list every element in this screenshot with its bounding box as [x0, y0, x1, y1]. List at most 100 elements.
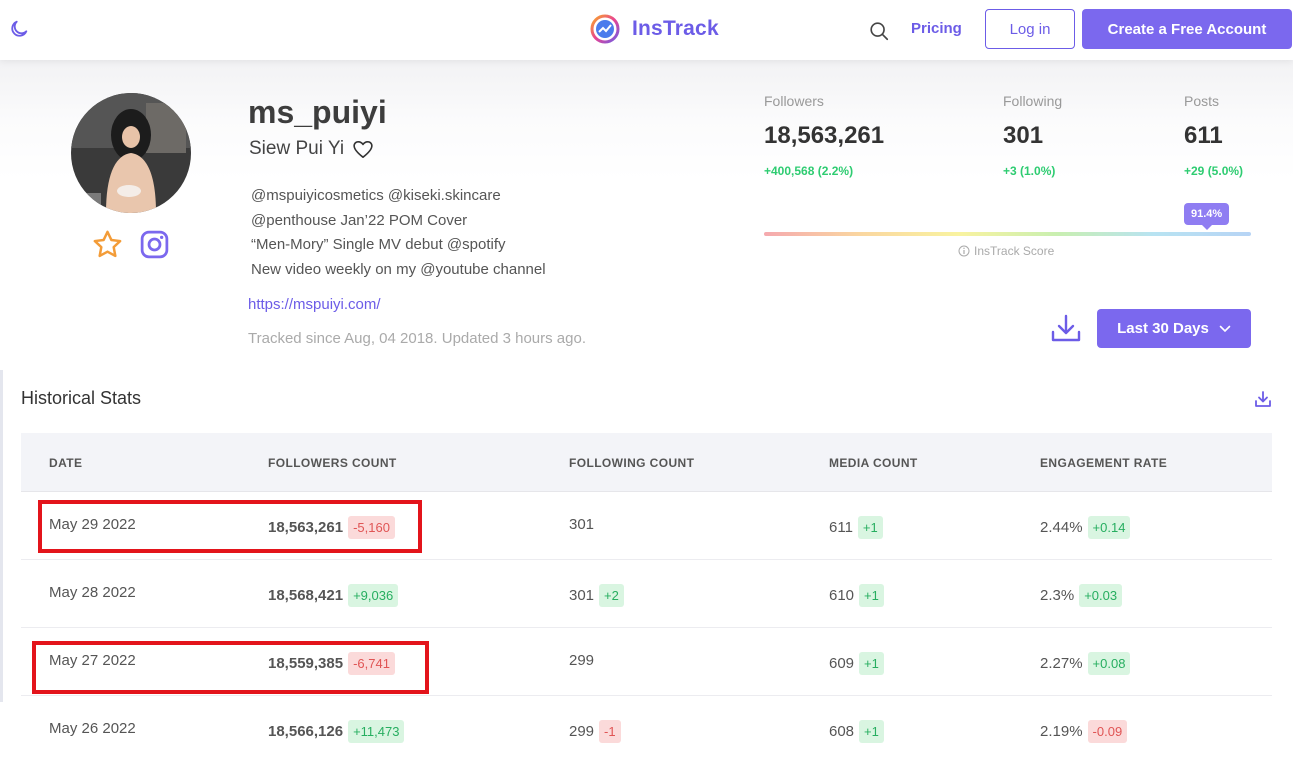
info-icon[interactable] — [958, 245, 970, 257]
table-row: May 26 2022 18,566,126 +11,473 299 -1 60… — [21, 696, 1272, 758]
heart-icon[interactable] — [352, 139, 374, 159]
media-cell: 608 +1 — [829, 720, 884, 743]
engagement-value: 2.3% — [1040, 587, 1075, 604]
media-delta-badge: +1 — [859, 652, 884, 675]
profile-username: ms_puiyi — [248, 94, 387, 130]
followers-value: 18,566,126 — [268, 723, 344, 740]
followers-stat: Followers 18,563,261 +400,568 (2.2%) — [764, 93, 884, 178]
engagement-delta-badge: -0.09 — [1087, 720, 1128, 743]
media-value: 611 — [829, 519, 853, 536]
media-delta-badge: +1 — [857, 516, 883, 539]
following-cell: 301 +2 — [569, 584, 624, 607]
highlight-box — [32, 641, 429, 694]
avatar — [71, 93, 191, 213]
date-cell: May 27 2022 — [49, 652, 136, 669]
profile-section: ms_puiyi Siew Pui Yi @mspuiyicosmetics @… — [0, 60, 1293, 370]
instrack-score-bar — [764, 232, 1251, 236]
media-delta-badge: +1 — [859, 584, 884, 607]
following-cell: 299 — [569, 652, 594, 669]
date-range-dropdown[interactable]: Last 30 Days — [1097, 309, 1251, 348]
column-header-followers[interactable]: FOLLOWERS COUNT — [268, 456, 397, 470]
profile-bio: @mspuiyicosmetics @kiseki.skincare @pent… — [251, 184, 546, 282]
posts-label: Posts — [1184, 93, 1220, 109]
column-header-following[interactable]: FOLLOWING COUNT — [569, 456, 695, 470]
top-navigation-bar: InsTrack Pricing Log in Create a Free Ac… — [0, 0, 1293, 60]
media-cell: 611 +1 — [829, 516, 883, 539]
followers-value: 18,559,385 — [268, 655, 344, 672]
table-row: May 27 2022 18,559,385 -6,741 299 609 +1… — [21, 628, 1272, 696]
following-value: 299 — [569, 723, 595, 740]
following-value: 301 — [1003, 122, 1044, 149]
instrack-logo-icon — [590, 14, 620, 44]
followers-delta-badge: +11,473 — [348, 720, 405, 743]
engagement-cell: 2.3% +0.03 — [1040, 584, 1123, 607]
following-label: Following — [1003, 93, 1063, 109]
date-cell: May 26 2022 — [49, 720, 136, 737]
following-cell: 299 -1 — [569, 720, 621, 743]
historical-stats-table: DATE FOLLOWERS COUNT FOLLOWING COUNT MED… — [21, 433, 1272, 758]
historical-stats-section: Historical Stats DATE FOLLOWERS COUNT FO… — [0, 370, 1293, 758]
engagement-cell: 2.44% +0.14 — [1040, 516, 1131, 539]
following-stat: Following 301 +3 (1.0%) — [1003, 93, 1062, 178]
following-value: 301 — [569, 516, 595, 533]
engagement-value: 2.44% — [1040, 519, 1083, 536]
following-delta-badge: -1 — [599, 720, 621, 743]
tracked-since-text: Tracked since Aug, 04 2018. Updated 3 ho… — [248, 330, 587, 347]
media-value: 608 — [829, 723, 855, 740]
media-value: 610 — [829, 587, 855, 604]
search-icon[interactable] — [868, 20, 890, 42]
followers-value: 18,563,261 — [764, 122, 885, 149]
score-badge: 91.4% — [1184, 203, 1230, 230]
following-value: 301 — [569, 587, 595, 604]
following-cell: 301 — [569, 516, 594, 533]
engagement-delta-badge: +0.14 — [1087, 516, 1131, 539]
followers-value: 18,568,421 — [268, 587, 344, 604]
media-cell: 610 +1 — [829, 584, 884, 607]
engagement-cell: 2.27% +0.08 — [1040, 652, 1131, 675]
followers-cell: 18,563,261 -5,160 — [268, 516, 395, 539]
column-header-engagement[interactable]: ENGAGEMENT RATE — [1040, 456, 1168, 470]
full-name-text: Siew Pui Yi — [249, 138, 345, 159]
posts-stat: Posts 611 +29 (5.0%) — [1184, 93, 1243, 178]
following-delta-badge: +2 — [599, 584, 624, 607]
followers-cell: 18,559,385 -6,741 — [268, 652, 395, 675]
chevron-down-icon — [1219, 325, 1231, 332]
followers-value: 18,563,261 — [268, 519, 344, 536]
engagement-value: 2.19% — [1040, 723, 1083, 740]
engagement-cell: 2.19% -0.09 — [1040, 720, 1128, 743]
table-row: May 29 2022 18,563,261 -5,160 301 611 +1… — [21, 492, 1272, 560]
followers-delta-badge: -6,741 — [348, 652, 395, 675]
highlight-box — [38, 500, 422, 553]
profile-full-name: Siew Pui Yi — [249, 138, 374, 160]
column-header-media[interactable]: MEDIA COUNT — [829, 456, 918, 470]
score-label: InsTrack Score — [958, 244, 1054, 258]
login-button[interactable]: Log in — [985, 9, 1075, 49]
bio-line: New video weekly on my @youtube channel — [251, 260, 546, 278]
followers-label: Followers — [764, 93, 824, 109]
create-account-button[interactable]: Create a Free Account — [1082, 9, 1292, 49]
date-cell: May 29 2022 — [49, 516, 136, 533]
profile-website-link[interactable]: https://mspuiyi.com/ — [248, 296, 381, 313]
followers-cell: 18,566,126 +11,473 — [268, 720, 405, 743]
media-value: 609 — [829, 655, 855, 672]
column-header-date[interactable]: DATE — [49, 456, 83, 470]
table-row: May 28 2022 18,568,421 +9,036 301 +2 610… — [21, 560, 1272, 628]
instagram-icon[interactable] — [138, 228, 171, 261]
moon-icon[interactable] — [8, 18, 30, 40]
download-icon[interactable] — [1254, 390, 1272, 408]
date-range-label: Last 30 Days — [1117, 320, 1209, 337]
download-icon[interactable] — [1050, 312, 1082, 344]
following-value: 299 — [569, 652, 595, 669]
media-delta-badge: +1 — [859, 720, 884, 743]
favorite-star-icon[interactable] — [91, 228, 124, 261]
posts-change: +29 (5.0%) — [1184, 164, 1244, 178]
historical-stats-title: Historical Stats — [21, 388, 142, 408]
brand-logo[interactable]: InsTrack — [590, 14, 719, 44]
bio-line: “Men-Mory” Single MV debut @spotify — [251, 236, 506, 253]
engagement-delta-badge: +0.08 — [1087, 652, 1131, 675]
pricing-link[interactable]: Pricing — [911, 20, 962, 37]
following-change: +3 (1.0%) — [1003, 164, 1056, 178]
table-header: DATE FOLLOWERS COUNT FOLLOWING COUNT MED… — [21, 433, 1272, 492]
score-label-text: InsTrack Score — [974, 244, 1055, 258]
section-divider — [0, 370, 3, 702]
